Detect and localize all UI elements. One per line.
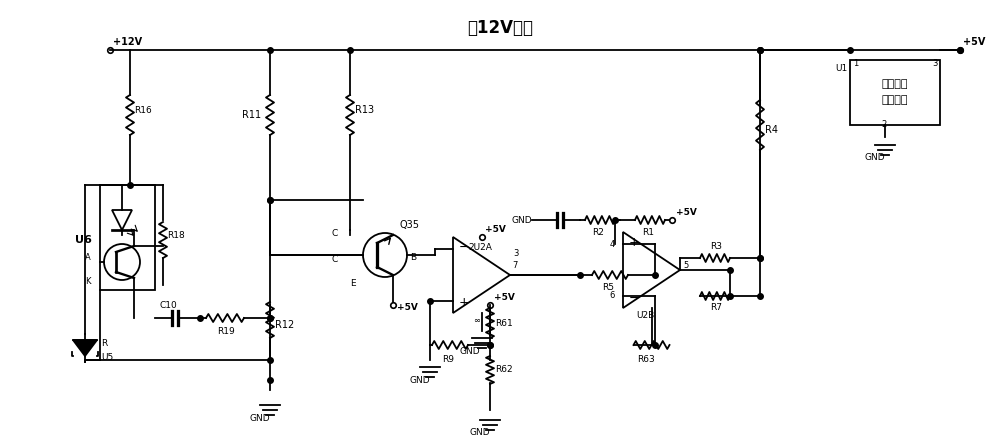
Text: 5: 5	[683, 260, 688, 269]
Text: 2: 2	[881, 120, 886, 129]
Polygon shape	[73, 340, 97, 356]
Text: R9: R9	[442, 355, 454, 363]
Text: R11: R11	[242, 110, 261, 120]
Text: +5V: +5V	[486, 224, 506, 234]
Text: R61: R61	[495, 319, 513, 327]
Text: R7: R7	[710, 304, 722, 312]
Bar	[850, 60, 940, 125]
Text: 接12V负载: 接12V负载	[467, 19, 533, 37]
Text: K: K	[85, 278, 90, 286]
Text: 6: 6	[610, 291, 615, 301]
Text: GND: GND	[470, 428, 490, 436]
Text: R16: R16	[134, 106, 152, 114]
Text: R: R	[101, 338, 107, 348]
Text: R4: R4	[765, 125, 778, 135]
Text: 性稳压器: 性稳压器	[882, 95, 908, 106]
Text: 2U2A: 2U2A	[468, 242, 492, 252]
Text: 1: 1	[853, 59, 858, 67]
Text: GND: GND	[511, 216, 532, 224]
Text: +12V: +12V	[113, 37, 142, 47]
Text: +5V: +5V	[494, 293, 515, 301]
Text: +: +	[459, 297, 470, 309]
Text: GND: GND	[250, 414, 270, 422]
Text: R12: R12	[275, 320, 294, 330]
Text: Q35: Q35	[400, 220, 420, 230]
Text: +5V: +5V	[963, 37, 985, 47]
Text: C: C	[332, 256, 338, 264]
Text: −: −	[459, 241, 470, 253]
Text: A: A	[85, 253, 91, 261]
Text: GND: GND	[410, 375, 430, 385]
Text: R2: R2	[592, 227, 604, 237]
Text: B: B	[410, 253, 416, 261]
Text: C: C	[332, 228, 338, 238]
Text: 3: 3	[932, 59, 937, 67]
Text: R62: R62	[495, 366, 513, 374]
Text: R19: R19	[217, 327, 235, 337]
Text: −: −	[629, 291, 640, 304]
Text: R13: R13	[355, 105, 374, 115]
Text: R3: R3	[710, 242, 722, 250]
Text: GND: GND	[459, 347, 480, 356]
Text: +5V: +5V	[676, 208, 697, 216]
Text: R1: R1	[642, 227, 654, 237]
Text: 低压差线: 低压差线	[882, 80, 908, 89]
Text: GND: GND	[865, 153, 885, 161]
Text: +5V: +5V	[397, 304, 418, 312]
Text: R63: R63	[638, 355, 655, 363]
Text: R5: R5	[602, 283, 614, 293]
Text: 7: 7	[512, 260, 517, 269]
Text: U6: U6	[75, 235, 92, 245]
Bar	[100, 185, 155, 290]
Text: 4: 4	[610, 239, 615, 249]
Text: +: +	[629, 235, 640, 249]
Text: E: E	[350, 279, 356, 287]
Text: ∞: ∞	[474, 316, 480, 325]
Text: U5: U5	[101, 353, 113, 363]
Text: 3: 3	[513, 249, 518, 257]
Text: U1: U1	[835, 63, 847, 73]
Text: U2B: U2B	[637, 312, 655, 320]
Text: C10: C10	[160, 301, 178, 311]
Text: R18: R18	[167, 231, 185, 239]
